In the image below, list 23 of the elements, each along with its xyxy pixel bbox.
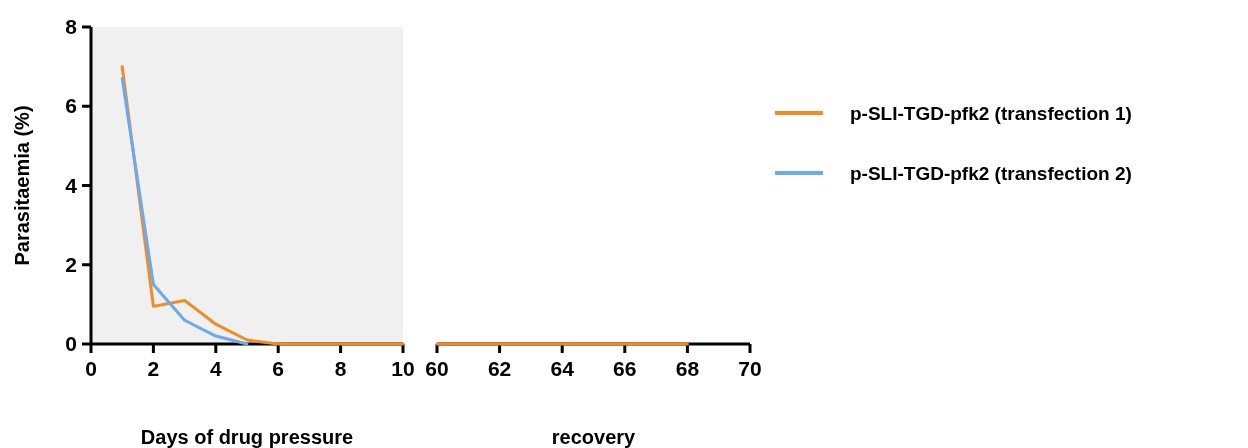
x-tick-label: 8 [334, 357, 347, 380]
y-tick-label: 4 [65, 173, 78, 197]
x-tick-label: 70 [738, 357, 762, 380]
x-tick-label: 6 [272, 357, 285, 380]
y-tick-label: 6 [65, 94, 77, 118]
x-tick-label: 62 [487, 357, 512, 380]
legend-label: p-SLI-TGD-pfk2 (transfection 2) [850, 163, 1132, 184]
x-tick-label: 68 [675, 357, 700, 380]
x-tick-label: 60 [425, 357, 449, 380]
x-axis-title: Days of drug pressure [140, 426, 354, 448]
legend-label: p-SLI-TGD-pfk2 (transfection 1) [850, 103, 1132, 124]
x-tick-label: 2 [147, 357, 160, 380]
x-axis-title: recovery [551, 426, 637, 448]
y-axis-title: Parasitaemia (%) [11, 105, 33, 266]
y-tick-label: 0 [65, 332, 77, 355]
y-tick-label: 2 [65, 252, 77, 276]
x-tick-label: 4 [209, 357, 222, 380]
x-tick-label: 64 [550, 357, 575, 380]
x-tick-label: 0 [85, 357, 97, 380]
x-tick-label: 10 [391, 357, 415, 380]
line-series [120, 77, 249, 346]
x-tick-label: 66 [613, 357, 637, 380]
y-tick-label: 8 [65, 15, 78, 38]
